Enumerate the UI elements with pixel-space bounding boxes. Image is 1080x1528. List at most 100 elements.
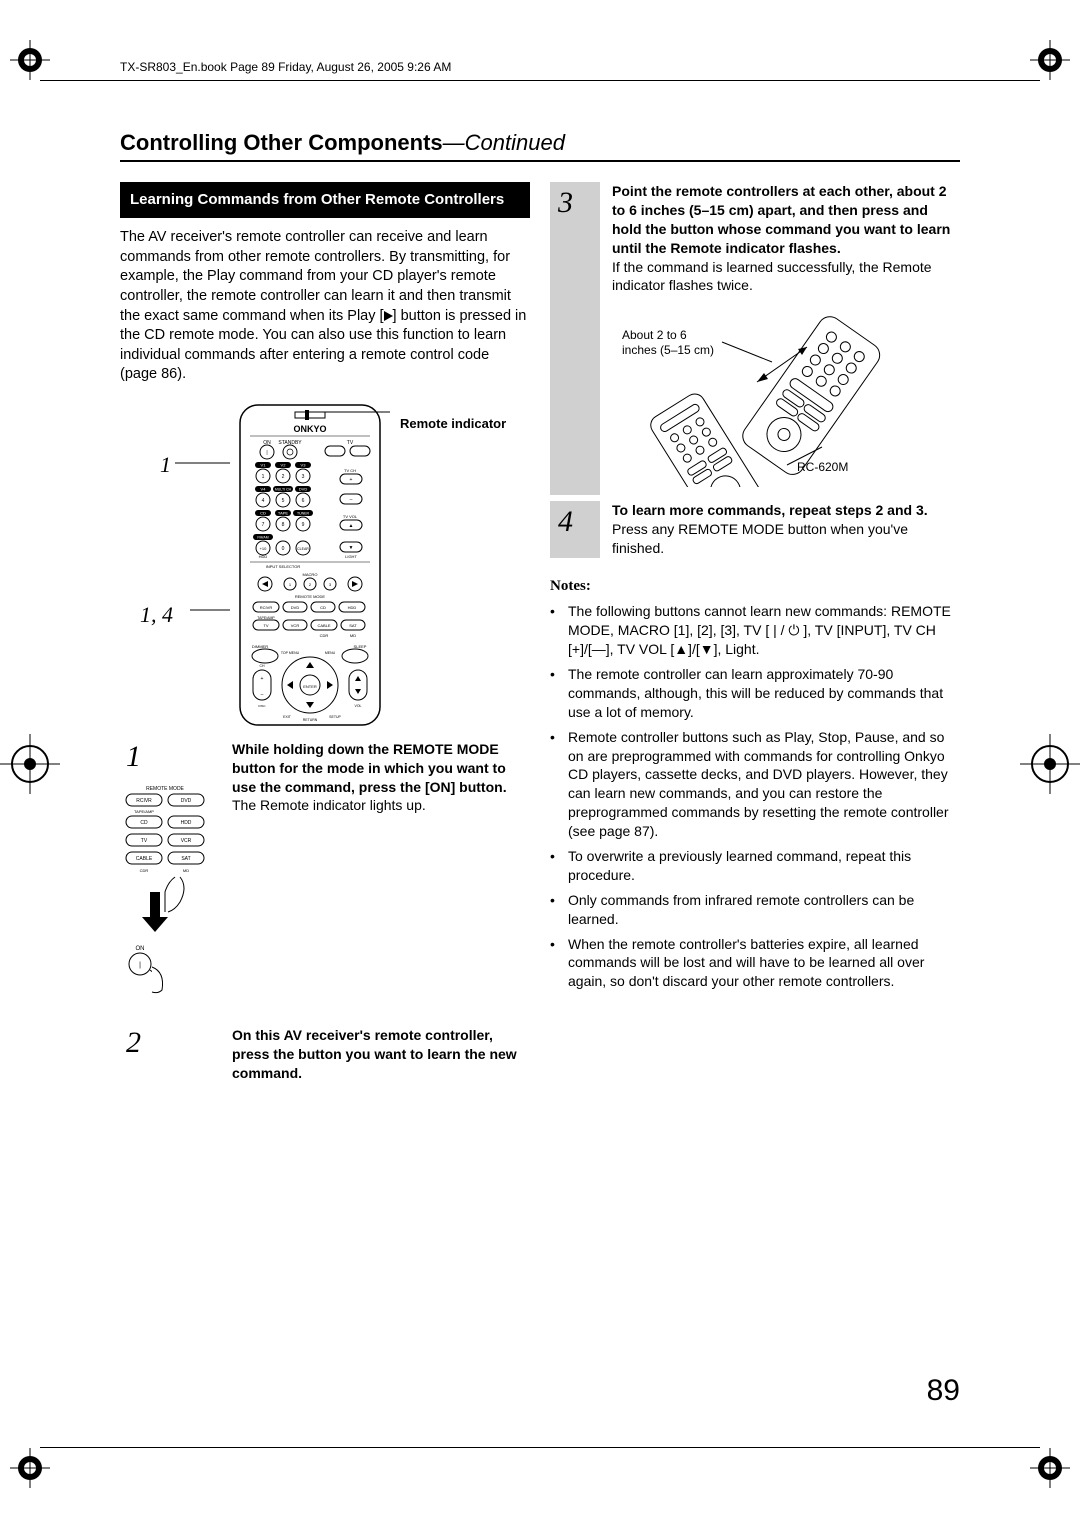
svg-text:CDR: CDR bbox=[320, 633, 329, 638]
reg-mark-right bbox=[1020, 734, 1080, 794]
doc-header: TX-SR803_En.book Page 89 Friday, August … bbox=[120, 60, 451, 74]
svg-text:CD: CD bbox=[320, 605, 326, 610]
svg-text:MD: MD bbox=[350, 633, 356, 638]
step-1-num: 1 bbox=[120, 740, 220, 772]
note-4-text: To overwrite a previously learned comman… bbox=[568, 847, 960, 885]
svg-text:V3: V3 bbox=[301, 462, 307, 467]
svg-text:–: – bbox=[350, 497, 353, 503]
svg-text:FM/AM: FM/AM bbox=[257, 535, 268, 539]
note-2: • The remote controller can learn approx… bbox=[550, 665, 960, 722]
svg-text:7: 7 bbox=[262, 522, 265, 528]
note-5: • Only commands from infrared remote con… bbox=[550, 891, 960, 929]
svg-text:ON: ON bbox=[136, 946, 145, 952]
distance-label-1: About 2 to 6 bbox=[622, 327, 687, 343]
svg-text:DISC: DISC bbox=[258, 704, 266, 708]
distance-label-2: inches (5–15 cm) bbox=[622, 342, 714, 358]
svg-text:MACRO: MACRO bbox=[303, 572, 318, 577]
svg-text:V1: V1 bbox=[261, 462, 267, 467]
page-number: 89 bbox=[927, 1374, 960, 1408]
bullet-icon: • bbox=[550, 935, 560, 992]
step-2-num: 2 bbox=[120, 1026, 220, 1083]
svg-text:TV: TV bbox=[347, 440, 354, 446]
svg-text:CLEAR: CLEAR bbox=[297, 547, 309, 551]
svg-text:REMOTE MODE: REMOTE MODE bbox=[295, 594, 326, 599]
crop-mark-tl bbox=[10, 40, 50, 80]
svg-text:DVD: DVD bbox=[291, 605, 300, 610]
step-3-num: 3 bbox=[550, 182, 600, 495]
subsection-title: Learning Commands from Other Remote Cont… bbox=[120, 182, 530, 218]
svg-text:4: 4 bbox=[262, 498, 265, 504]
svg-text:0: 0 bbox=[282, 546, 285, 552]
svg-text:CDR: CDR bbox=[140, 868, 149, 873]
svg-text:CABLE: CABLE bbox=[317, 623, 330, 628]
bullet-icon: • bbox=[550, 728, 560, 841]
note-6-text: When the remote controller's batteries e… bbox=[568, 935, 960, 992]
step-4-body: To learn more commands, repeat steps 2 a… bbox=[612, 501, 960, 558]
svg-text:RCIVR: RCIVR bbox=[136, 798, 152, 804]
svg-text:CD: CD bbox=[140, 820, 148, 826]
svg-text:ENTER: ENTER bbox=[303, 684, 317, 689]
svg-text:TAPE/AMP: TAPE/AMP bbox=[257, 616, 275, 620]
svg-text:CH: CH bbox=[259, 664, 265, 668]
cut-line-bottom bbox=[40, 1447, 1040, 1448]
section-title-cont: —Continued bbox=[443, 130, 565, 155]
svg-text:VCR: VCR bbox=[181, 838, 192, 844]
svg-text:VCR: VCR bbox=[291, 623, 300, 628]
svg-text:2: 2 bbox=[282, 474, 285, 480]
svg-text:TV CH: TV CH bbox=[344, 468, 356, 473]
svg-text:TAPE: TAPE bbox=[278, 510, 288, 515]
step-1-bold: While holding down the REMOTE MODE butto… bbox=[232, 741, 507, 795]
svg-text:HDD: HDD bbox=[259, 554, 268, 559]
intro-text: The AV receiver's remote controller can … bbox=[120, 228, 530, 385]
step-3-plain: If the command is learned successfully, … bbox=[612, 259, 932, 294]
svg-text:TV VOL: TV VOL bbox=[343, 514, 358, 519]
svg-text:HDD: HDD bbox=[181, 820, 192, 826]
svg-text:9: 9 bbox=[302, 522, 305, 528]
step-3-bold: Point the remote controllers at each oth… bbox=[612, 183, 950, 256]
note-2-text: The remote controller can learn approxim… bbox=[568, 665, 960, 722]
svg-text:DIMMER: DIMMER bbox=[252, 644, 268, 649]
bullet-icon: • bbox=[550, 891, 560, 929]
svg-text:6: 6 bbox=[302, 498, 305, 504]
note-3-text: Remote controller buttons such as Play, … bbox=[568, 728, 960, 841]
crop-mark-br bbox=[1030, 1448, 1070, 1488]
step-2-bold: On this AV receiver's remote controller,… bbox=[232, 1027, 517, 1081]
callout-lines bbox=[175, 455, 235, 625]
crop-mark-tr bbox=[1030, 40, 1070, 80]
remote-mode-label: REMOTE MODE bbox=[146, 786, 184, 792]
svg-text:DVD: DVD bbox=[181, 798, 192, 804]
svg-text:3: 3 bbox=[302, 474, 305, 480]
step-3-body: Point the remote controllers at each oth… bbox=[612, 182, 960, 495]
svg-text:DVD: DVD bbox=[299, 486, 308, 491]
svg-text:ONKYO: ONKYO bbox=[293, 424, 326, 434]
svg-text:TUNER: TUNER bbox=[297, 511, 310, 515]
svg-text:CD: CD bbox=[260, 510, 266, 515]
step-1-body: While holding down the REMOTE MODE butto… bbox=[232, 740, 530, 1009]
svg-text:SAT: SAT bbox=[349, 623, 357, 628]
section-title-main: Controlling Other Components bbox=[120, 130, 443, 155]
svg-text:VOL: VOL bbox=[354, 704, 361, 708]
two-remotes-diagram: About 2 to 6 inches (5–15 cm) RC-620M bbox=[612, 307, 960, 487]
remote-outline: ONKYO ON STANDBY TV | V1 bbox=[230, 400, 390, 730]
svg-text:+10: +10 bbox=[260, 546, 268, 551]
left-column: Learning Commands from Other Remote Cont… bbox=[120, 182, 530, 1101]
svg-text:LIGHT: LIGHT bbox=[345, 554, 357, 559]
page-content: Controlling Other Components—Continued L… bbox=[120, 130, 960, 1101]
step-1: 1 REMOTE MODE RCIVR DVD TAPE/AMP CD HDD … bbox=[120, 740, 530, 1009]
svg-text:–: – bbox=[261, 692, 264, 698]
reg-mark-left bbox=[0, 734, 60, 794]
mini-remote-mode-diagram: REMOTE MODE RCIVR DVD TAPE/AMP CD HDD TV… bbox=[120, 782, 210, 1002]
step-4-plain: Press any REMOTE MODE button when you've… bbox=[612, 521, 908, 556]
bullet-icon: • bbox=[550, 665, 560, 722]
svg-text:|: | bbox=[139, 962, 141, 969]
svg-text:1: 1 bbox=[262, 474, 265, 480]
note-1: • The following buttons cannot learn new… bbox=[550, 602, 960, 659]
svg-text:▲: ▲ bbox=[349, 523, 354, 529]
step-1-plain: The Remote indicator lights up. bbox=[232, 797, 426, 813]
svg-text:V4: V4 bbox=[261, 486, 267, 491]
step-3: 3 Point the remote controllers at each o… bbox=[550, 182, 960, 495]
step-4-bold: To learn more commands, repeat steps 2 a… bbox=[612, 502, 928, 518]
svg-text:CABLE: CABLE bbox=[136, 856, 153, 862]
cut-line-top bbox=[40, 80, 1040, 81]
svg-text:5: 5 bbox=[282, 498, 285, 504]
